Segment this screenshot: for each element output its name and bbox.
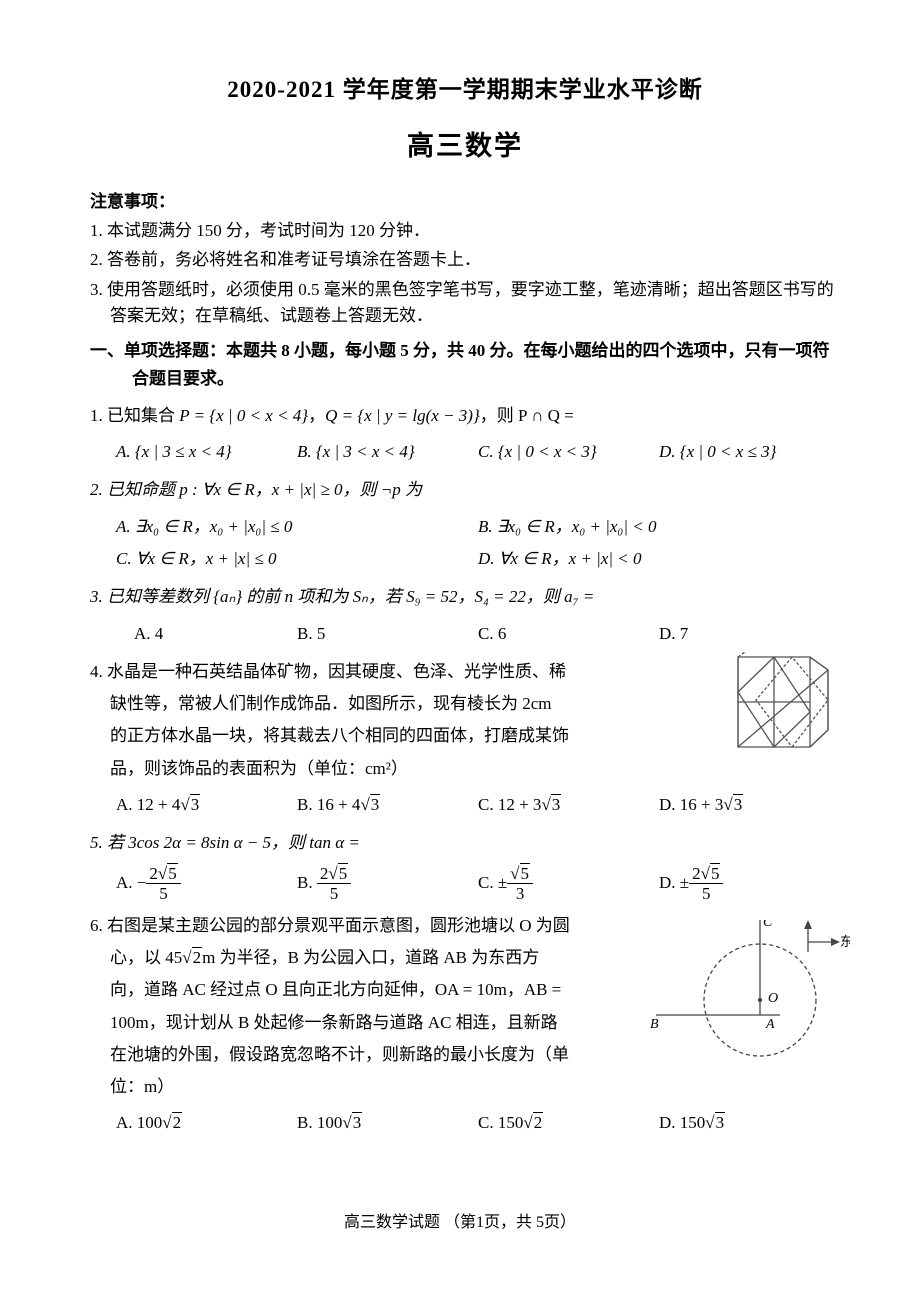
compass-icon: 北 东 bbox=[800, 920, 850, 952]
compass-north: 北 bbox=[800, 920, 813, 921]
q6-d-rad: 3 bbox=[715, 1112, 726, 1132]
q6-d-pre: D. 150 bbox=[659, 1113, 705, 1132]
q2-opt-b: B. ∃x₀ ∈ R，x₀ + |x₀| < 0 bbox=[478, 511, 840, 543]
q5-c-den: 3 bbox=[507, 884, 533, 904]
question-2: 2. 已知命题 p : ∀x ∈ R，x + |x| ≥ 0，则 ¬p 为 A.… bbox=[90, 474, 840, 575]
q5-a-rad: 5 bbox=[167, 863, 178, 883]
q6-b-rad: 3 bbox=[352, 1112, 363, 1132]
q6-b-pre: B. 100 bbox=[297, 1113, 342, 1132]
q5-c-pre: C. ± bbox=[478, 873, 507, 892]
q6-c-pre: C. 150 bbox=[478, 1113, 523, 1132]
q2-opt-d: D. ∀x ∈ R，x + |x| < 0 bbox=[478, 543, 840, 575]
q6-label-b: B bbox=[650, 1017, 659, 1032]
q3-options: A. 4 B. 5 C. 6 D. 7 bbox=[90, 618, 840, 650]
title-main: 2020-2021 学年度第一学期期末学业水平诊断 bbox=[90, 70, 840, 104]
q6-options: A. 100 2 B. 100 3 C. 150 2 D. 150 3 bbox=[90, 1107, 840, 1139]
q1-stem-suffix: ，则 P ∩ Q = bbox=[480, 406, 574, 425]
q4-opt-a: A. 12 + 4 3 bbox=[116, 789, 297, 821]
q3-opt-c: C. 6 bbox=[478, 618, 659, 650]
q6-opt-a: A. 100 2 bbox=[116, 1107, 297, 1139]
q4-d-pre: D. 16 + 3 bbox=[659, 795, 723, 814]
q5-opt-a: A. −255 bbox=[116, 864, 297, 904]
q6-label-a: A bbox=[765, 1017, 775, 1032]
q4-c-pre: C. 12 + 3 bbox=[478, 795, 541, 814]
q5-c-rad: 5 bbox=[520, 863, 531, 883]
q1-set-q: Q = {x | y = lg(x − 3)} bbox=[325, 406, 480, 425]
q4-d-rad: 3 bbox=[733, 794, 744, 814]
q4-a-pre: A. 12 + 4 bbox=[116, 795, 180, 814]
q5-b-den: 5 bbox=[317, 884, 351, 904]
q6-figure-icon: C O A B 北 东 bbox=[650, 920, 850, 1090]
question-5: 5. 若 3cos 2α = 8sin α − 5，则 tan α = A. −… bbox=[90, 827, 840, 903]
q5-d-pre: D. ± bbox=[659, 873, 689, 892]
q5-opt-c: C. ± 53 bbox=[478, 864, 659, 904]
q5-d-den: 5 bbox=[689, 884, 723, 904]
q5-b-pre: B. bbox=[297, 873, 317, 892]
notice-header: 注意事项： bbox=[90, 187, 840, 212]
q6-opt-d: D. 150 3 bbox=[659, 1107, 840, 1139]
q2-stem-text: 2. 已知命题 p : ∀x ∈ R，x + |x| ≥ 0，则 ¬p 为 bbox=[90, 480, 422, 499]
q5-a-pre: A. − bbox=[116, 873, 146, 892]
q4-opt-d: D. 16 + 3 3 bbox=[659, 789, 840, 821]
q4-a-rad: 3 bbox=[190, 794, 201, 814]
q5-d-coef: 2 bbox=[692, 864, 701, 883]
q6-label-o: O bbox=[768, 991, 778, 1006]
q6-c-rad: 2 bbox=[533, 1112, 544, 1132]
q6-opt-b: B. 100 3 bbox=[297, 1107, 478, 1139]
q2-opt-c: C. ∀x ∈ R，x + |x| ≤ 0 bbox=[116, 543, 478, 575]
q3-opt-b: B. 5 bbox=[297, 618, 478, 650]
q1-stem-prefix: 1. 已知集合 bbox=[90, 406, 179, 425]
q6-stem-p2: m 为半径，B 为公园入口，道路 AB 为东西方向，道路 AC 经过点 O 且向… bbox=[110, 948, 569, 1096]
q5-a-coef: 2 bbox=[149, 864, 158, 883]
q4-c-rad: 3 bbox=[551, 794, 562, 814]
q6-stem-rad: 2 bbox=[192, 947, 203, 967]
q2-options: A. ∃x₀ ∈ R，x₀ + |x₀| ≤ 0 B. ∃x₀ ∈ R，x₀ +… bbox=[90, 511, 840, 576]
q2-stem: 2. 已知命题 p : ∀x ∈ R，x + |x| ≥ 0，则 ¬p 为 bbox=[90, 474, 840, 506]
q4-stem: 4. 水晶是一种石英结晶体矿物，因其硬度、色泽、光学性质、稀缺性等，常被人们制作… bbox=[90, 656, 570, 785]
question-4: 4. 水晶是一种石英结晶体矿物，因其硬度、色泽、光学性质、稀缺性等，常被人们制作… bbox=[90, 656, 840, 821]
q1-stem: 1. 已知集合 P = {x | 0 < x < 4}，Q = {x | y =… bbox=[90, 400, 840, 432]
q5-opt-b: B. 255 bbox=[297, 864, 478, 904]
q5-b-rad: 5 bbox=[338, 863, 349, 883]
q1-opt-d: D. {x | 0 < x ≤ 3} bbox=[659, 436, 840, 468]
q4-b-rad: 3 bbox=[370, 794, 381, 814]
q5-d-rad: 5 bbox=[710, 863, 721, 883]
q6-opt-c: C. 150 2 bbox=[478, 1107, 659, 1139]
q3-stem: 3. 已知等差数列 {aₙ} 的前 n 项和为 Sₙ，若 S₉ = 52，S₄ … bbox=[90, 581, 840, 613]
q1-opt-c: C. {x | 0 < x < 3} bbox=[478, 436, 659, 468]
q5-stem: 5. 若 3cos 2α = 8sin α − 5，则 tan α = bbox=[90, 827, 840, 859]
q3-opt-a: A. 4 bbox=[116, 618, 297, 650]
question-6: 6. 右图是某主题公园的部分景观平面示意图，圆形池塘以 O 为圆心，以 452m… bbox=[90, 910, 840, 1140]
q4-b-pre: B. 16 + 4 bbox=[297, 795, 360, 814]
q6-stem: 6. 右图是某主题公园的部分景观平面示意图，圆形池塘以 O 为圆心，以 452m… bbox=[90, 910, 570, 1104]
section-1-header: 一、单项选择题：本题共 8 小题，每小题 5 分，共 40 分。在每小题给出的四… bbox=[90, 337, 840, 391]
notice-item-3: 3. 使用答题纸时，必须使用 0.5 毫米的黑色签字笔书写，要字迹工整，笔迹清晰… bbox=[90, 277, 840, 330]
compass-east: 东 bbox=[840, 934, 850, 949]
q5-opt-d: D. ±255 bbox=[659, 864, 840, 904]
q4-options: A. 12 + 4 3 B. 16 + 4 3 C. 12 + 3 3 D. 16 +… bbox=[90, 789, 840, 821]
q6-a-rad: 2 bbox=[172, 1112, 183, 1132]
q5-a-den: 5 bbox=[146, 884, 180, 904]
page-footer: 高三数学试题 （第1页，共 5页） bbox=[0, 1208, 920, 1232]
question-3: 3. 已知等差数列 {aₙ} 的前 n 项和为 Sₙ，若 S₉ = 52，S₄ … bbox=[90, 581, 840, 650]
q1-opt-a: A. {x | 3 ≤ x < 4} bbox=[116, 436, 297, 468]
q3-opt-d: D. 7 bbox=[659, 618, 840, 650]
q6-label-c: C bbox=[763, 920, 773, 930]
q2-opt-a: A. ∃x₀ ∈ R，x₀ + |x₀| ≤ 0 bbox=[116, 511, 478, 543]
q4-figure-icon bbox=[720, 652, 840, 767]
q5-options: A. −255 B. 255 C. ±53 D. ±255 bbox=[90, 864, 840, 904]
q1-opt-b: B. {x | 3 < x < 4} bbox=[297, 436, 478, 468]
q6-a-pre: A. 100 bbox=[116, 1113, 162, 1132]
question-1: 1. 已知集合 P = {x | 0 < x < 4}，Q = {x | y =… bbox=[90, 400, 840, 469]
title-sub: 高三数学 bbox=[90, 124, 840, 163]
q1-set-p: P = {x | 0 < x < 4} bbox=[179, 406, 308, 425]
q1-options: A. {x | 3 ≤ x < 4} B. {x | 3 < x < 4} C.… bbox=[90, 436, 840, 468]
q4-opt-c: C. 12 + 3 3 bbox=[478, 789, 659, 821]
exam-page: 2020-2021 学年度第一学期期末学业水平诊断 高三数学 注意事项： 1. … bbox=[0, 0, 920, 1186]
notice-item-1: 1. 本试题满分 150 分，考试时间为 120 分钟． bbox=[90, 218, 840, 244]
notice-item-2: 2. 答卷前，务必将姓名和准考证号填涂在答题卡上． bbox=[90, 247, 840, 273]
q4-opt-b: B. 16 + 4 3 bbox=[297, 789, 478, 821]
